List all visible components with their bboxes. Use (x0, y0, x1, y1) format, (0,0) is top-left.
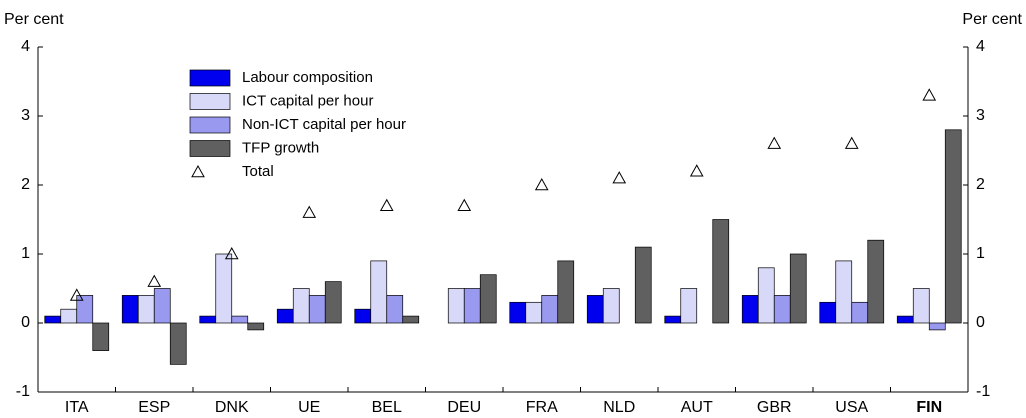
y2-tick-label: 3 (976, 107, 985, 124)
bar (92, 322, 110, 351)
legend-swatch (189, 69, 231, 87)
bar (819, 301, 837, 324)
legend: Labour composition ICT capital per hour No… (189, 69, 406, 180)
x-tick-label: DNK (215, 399, 249, 416)
bar (463, 288, 481, 324)
y-tick-label: 2 (21, 176, 30, 193)
bar (231, 315, 249, 324)
y2-tick-label: 4 (976, 38, 985, 55)
bar (789, 253, 807, 324)
bar (634, 246, 652, 324)
legend-label: TFP growth (242, 139, 319, 156)
bar (586, 295, 604, 324)
x-tick-label: UE (298, 399, 320, 416)
bar (680, 288, 698, 324)
bar (835, 260, 853, 324)
x-tick-label: FIN (916, 399, 942, 416)
total-marker (922, 88, 937, 101)
bar (121, 295, 139, 324)
bar (153, 288, 171, 324)
x-tick-label: BEL (372, 399, 402, 416)
x-tick-label: USA (835, 399, 868, 416)
legend-swatch (189, 93, 231, 110)
y2-tick-label: 1 (976, 245, 985, 262)
x-tick-label: ESP (138, 399, 170, 416)
y2-tick-label: -1 (976, 383, 990, 400)
bar (324, 281, 342, 324)
bar (60, 308, 78, 324)
legend-marker (191, 164, 205, 178)
bar (370, 260, 388, 324)
total-marker (379, 198, 394, 211)
bar (308, 295, 326, 324)
y2-tick-label: 2 (976, 176, 985, 193)
y-tick-label: 3 (21, 107, 30, 124)
bar (169, 322, 187, 365)
total-marker (147, 274, 162, 287)
bar (602, 288, 620, 324)
legend-label: Non-ICT capital per hour (242, 116, 406, 133)
legend-swatch (189, 140, 231, 157)
bar (741, 295, 759, 324)
bar (276, 308, 294, 324)
total-marker (457, 198, 472, 211)
y-tick-label: 0 (21, 314, 30, 331)
bar (851, 301, 869, 324)
bar (541, 295, 559, 324)
x-tick-label: DEU (447, 399, 481, 416)
bar (479, 274, 497, 324)
x-tick-label: FRA (526, 399, 558, 416)
legend-label: Labour composition (242, 69, 373, 86)
bar (247, 322, 265, 331)
y-tick-label: 1 (21, 245, 30, 262)
y-tick-label: 4 (21, 38, 30, 55)
bar (509, 301, 527, 324)
bar (557, 260, 575, 324)
y-axis-label: Per cent (4, 11, 64, 28)
bar (292, 288, 310, 324)
bar (447, 288, 465, 324)
bar (44, 315, 62, 324)
legend-swatch (189, 116, 231, 134)
legend-label: Total (242, 163, 274, 180)
x-tick-label: NLD (603, 399, 635, 416)
total-marker (69, 288, 84, 301)
total-marker (844, 136, 859, 149)
y2-axis-label: Per cent (962, 11, 1022, 28)
legend-label: ICT capital per hour (242, 92, 373, 109)
bar (76, 295, 94, 324)
x-tick-label: ITA (65, 399, 89, 416)
bar (867, 239, 885, 324)
bar (712, 219, 730, 324)
total-marker (224, 246, 239, 260)
total-marker (302, 205, 317, 218)
total-marker (767, 136, 782, 149)
total-marker (689, 164, 704, 177)
bar (773, 295, 791, 324)
bar (912, 288, 930, 324)
bar (896, 315, 914, 324)
bar (402, 315, 420, 324)
x-tick-label: GBR (757, 399, 792, 416)
bar (525, 301, 543, 324)
x-tick-label: AUT (681, 399, 713, 416)
bar (386, 295, 404, 324)
bar (944, 129, 962, 324)
bar (354, 308, 372, 324)
total-marker (534, 177, 549, 191)
total-marker (612, 171, 627, 184)
bar (928, 322, 946, 331)
bar (137, 295, 155, 324)
bar (199, 315, 217, 324)
bar (757, 267, 775, 324)
y-tick-label: -1 (16, 383, 30, 400)
bar (215, 253, 233, 324)
bar (664, 315, 682, 324)
y2-tick-label: 0 (976, 314, 985, 331)
